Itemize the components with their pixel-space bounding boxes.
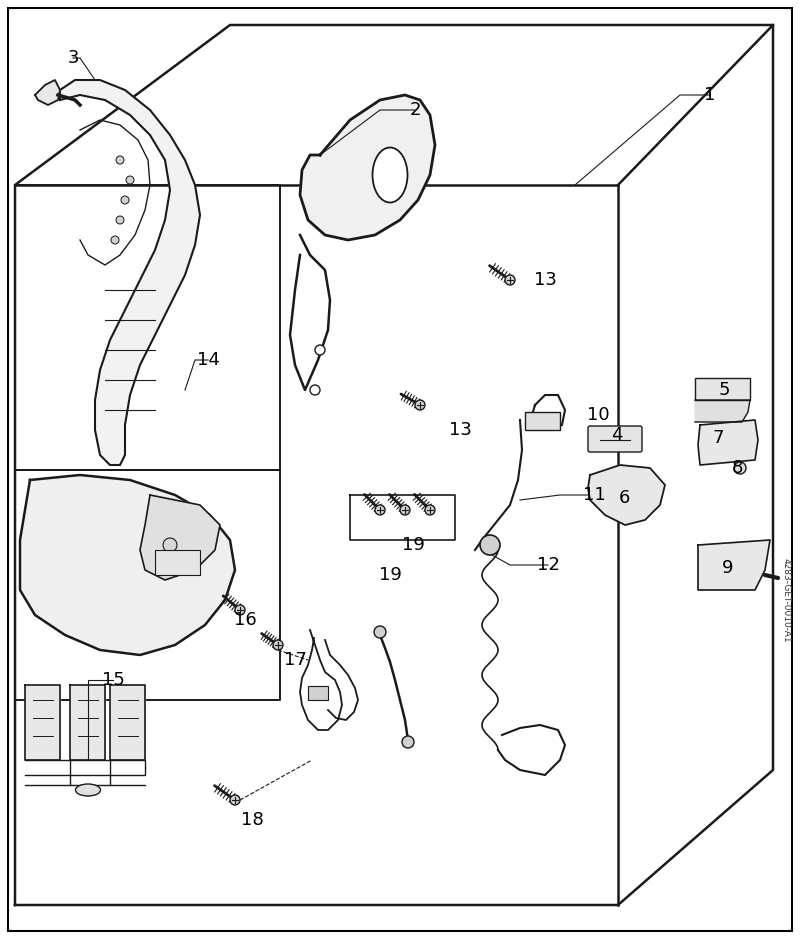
Text: 12: 12: [537, 556, 559, 574]
Circle shape: [230, 795, 240, 805]
Circle shape: [235, 605, 245, 615]
Bar: [308, 686, 328, 700]
Polygon shape: [35, 80, 60, 105]
Text: 9: 9: [722, 559, 734, 577]
Circle shape: [126, 176, 134, 184]
Ellipse shape: [75, 784, 101, 796]
Circle shape: [178, 553, 192, 567]
Text: 15: 15: [102, 671, 125, 689]
Text: 4: 4: [611, 426, 622, 444]
Text: 13: 13: [449, 421, 471, 439]
Text: 5: 5: [718, 381, 730, 399]
Circle shape: [374, 626, 386, 638]
Bar: [155, 550, 200, 575]
Circle shape: [273, 640, 283, 650]
Text: 4283-GET-0010-A1: 4283-GET-0010-A1: [782, 558, 790, 642]
Text: 2: 2: [410, 101, 421, 119]
Text: 13: 13: [534, 271, 557, 289]
Polygon shape: [698, 540, 770, 590]
Polygon shape: [110, 685, 145, 760]
Bar: [525, 412, 560, 430]
Circle shape: [505, 275, 515, 285]
Polygon shape: [698, 420, 758, 465]
Text: 19: 19: [378, 566, 402, 584]
Text: 16: 16: [234, 611, 256, 629]
Bar: [695, 378, 750, 400]
Text: 8: 8: [731, 459, 742, 477]
Text: 19: 19: [402, 536, 425, 554]
Circle shape: [111, 236, 119, 244]
Polygon shape: [695, 400, 750, 422]
Ellipse shape: [373, 147, 407, 203]
Circle shape: [375, 505, 385, 515]
Polygon shape: [25, 685, 60, 760]
Circle shape: [310, 385, 320, 395]
Text: 10: 10: [586, 406, 610, 424]
Circle shape: [315, 345, 325, 355]
Polygon shape: [20, 475, 235, 655]
Polygon shape: [60, 80, 200, 465]
Circle shape: [402, 736, 414, 748]
Circle shape: [480, 535, 500, 555]
Circle shape: [163, 538, 177, 552]
Text: 17: 17: [283, 651, 306, 669]
FancyBboxPatch shape: [588, 426, 642, 452]
Polygon shape: [70, 685, 105, 760]
Circle shape: [116, 156, 124, 164]
Text: 11: 11: [582, 486, 606, 504]
Circle shape: [425, 505, 435, 515]
Polygon shape: [588, 465, 665, 525]
Polygon shape: [300, 95, 435, 240]
Circle shape: [116, 216, 124, 224]
Circle shape: [121, 196, 129, 204]
Text: 7: 7: [712, 429, 724, 447]
Text: 14: 14: [197, 351, 219, 369]
Circle shape: [400, 505, 410, 515]
Text: 18: 18: [241, 811, 263, 829]
Polygon shape: [140, 495, 220, 580]
Text: 1: 1: [704, 86, 716, 104]
Text: 6: 6: [618, 489, 630, 507]
Circle shape: [734, 462, 746, 474]
Text: 3: 3: [67, 49, 78, 67]
Circle shape: [415, 400, 425, 410]
